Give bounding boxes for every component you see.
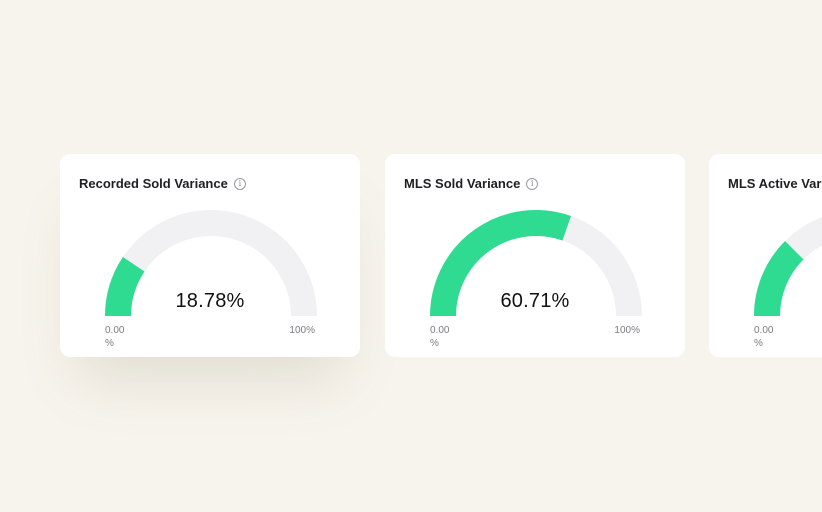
info-icon[interactable]: i <box>526 177 539 190</box>
gauge-min-label: 0.00 % <box>430 325 450 349</box>
gauge-card-recorded-sold[interactable]: Recorded Sold Variance i 18.78% 0.00 % 1… <box>60 154 360 357</box>
card-title-text: MLS Active Var <box>728 176 822 191</box>
gauge-max-label: 100% <box>614 325 640 336</box>
info-icon[interactable]: i <box>233 177 246 190</box>
card-title-text: MLS Sold Variance <box>404 176 521 191</box>
gauge-max-label: 100% <box>289 325 315 336</box>
card-title: Recorded Sold Variance i <box>79 176 246 191</box>
gauge-value: 18.78% <box>175 290 245 312</box>
gauge-chart <box>430 210 642 317</box>
gauge-value: 60.71% <box>500 290 570 312</box>
gauge-card-mls-sold[interactable]: MLS Sold Variance i 60.71% 0.00 % 100% <box>385 154 685 357</box>
gauge-chart <box>105 210 317 317</box>
card-title: MLS Active Var <box>728 176 821 191</box>
gauge-fill <box>754 241 804 317</box>
gauge-chart <box>754 217 822 317</box>
gauge-fill <box>430 210 571 317</box>
card-title-text: Recorded Sold Variance <box>79 176 228 191</box>
gauge-min-label: 0.00 % <box>754 325 774 349</box>
gauge-min-label: 0.00 % <box>105 325 125 349</box>
gauge-card-mls-active[interactable]: MLS Active Var 0.00 % <box>709 154 822 357</box>
card-title: MLS Sold Variance i <box>404 176 539 191</box>
gauge-fill <box>105 257 145 317</box>
